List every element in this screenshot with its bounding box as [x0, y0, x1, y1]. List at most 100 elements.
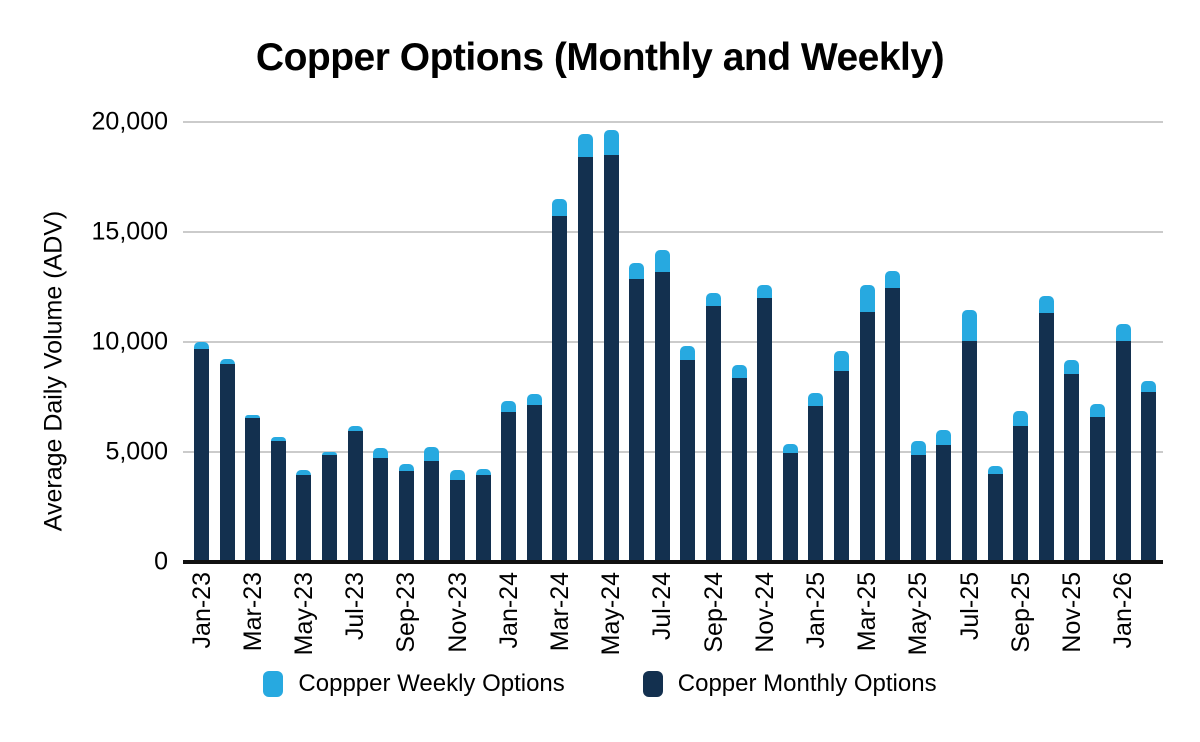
legend: Coppper Weekly Options Copper Monthly Op…	[0, 670, 1200, 698]
monthly-segment	[885, 288, 901, 562]
monthly-segment	[603, 155, 619, 562]
monthly-segment	[347, 431, 363, 562]
x-tick-label: Mar-25	[853, 572, 882, 652]
monthly-segment	[322, 455, 337, 562]
weekly-segment	[885, 270, 901, 289]
bar-Aug-24	[680, 346, 696, 562]
monthly-segment	[219, 364, 235, 562]
x-tick-label: Sep-24	[699, 572, 728, 653]
weekly-segment	[1090, 403, 1105, 417]
x-axis-line	[183, 560, 1163, 564]
weekly-segment	[424, 446, 440, 461]
y-tick-label: 5,000	[105, 437, 168, 466]
bar-Jan-26	[1115, 324, 1131, 562]
monthly-segment	[859, 312, 875, 562]
monthly-segment	[936, 445, 952, 562]
weekly-segment	[757, 284, 773, 298]
y-tick-label: 10,000	[91, 327, 168, 356]
weekly-segment	[706, 292, 721, 306]
bar-Sep-23	[398, 464, 414, 562]
bar-May-25	[910, 441, 926, 562]
bar-Dec-24	[782, 444, 798, 562]
bar-Mar-25	[859, 284, 875, 562]
gridline-15000	[183, 231, 1163, 233]
bar-Nov-25	[1064, 359, 1080, 562]
weekly-segment	[296, 469, 312, 476]
monthly-segment	[296, 475, 312, 562]
bar-Nov-24	[757, 284, 773, 562]
weekly-segment	[322, 452, 337, 456]
monthly-swatch	[642, 671, 663, 697]
y-tick-label: 0	[154, 547, 168, 576]
bar-Jun-23	[322, 452, 337, 562]
monthly-segment	[1141, 391, 1157, 562]
weekly-segment	[1013, 411, 1029, 426]
x-tick-label: Jan-23	[187, 572, 216, 649]
chart-title: Copper Options (Monthly and Weekly)	[255, 36, 945, 79]
bar-Aug-23	[373, 447, 389, 562]
bar-Feb-26	[1141, 380, 1157, 562]
x-tick-label: Jan-25	[801, 572, 830, 649]
x-tick-label: May-25	[904, 572, 933, 656]
x-tick-label: Nov-25	[1057, 572, 1086, 653]
monthly-segment	[578, 157, 593, 562]
bar-Mar-23	[245, 414, 261, 562]
x-tick-label: Mar-24	[545, 572, 574, 652]
weekly-segment	[1038, 295, 1054, 314]
weekly-segment	[834, 350, 849, 371]
weekly-segment	[654, 249, 670, 272]
weekly-segment	[526, 393, 542, 405]
monthly-segment	[629, 279, 645, 562]
gridline-5000	[183, 451, 1163, 453]
bar-Jul-24	[654, 249, 670, 562]
legend-label-monthly: Copper Monthly Options	[677, 670, 937, 697]
weekly-segment	[1064, 359, 1080, 374]
weekly-swatch	[263, 671, 284, 697]
plot-area	[183, 121, 1163, 562]
bar-Nov-23	[450, 469, 465, 562]
bar-Mar-24	[552, 199, 568, 562]
x-tick-label: Jul-24	[648, 572, 677, 641]
bar-Jan-24	[501, 401, 517, 562]
weekly-segment	[1115, 324, 1131, 341]
weekly-segment	[603, 129, 619, 155]
x-tick-label: May-24	[597, 572, 626, 656]
bar-Apr-23	[270, 436, 286, 562]
monthly-segment	[987, 474, 1003, 562]
monthly-segment	[654, 271, 670, 562]
bar-Feb-23	[219, 358, 235, 562]
weekly-segment	[450, 469, 465, 480]
monthly-segment	[552, 215, 568, 562]
gridline-20000	[183, 121, 1163, 123]
monthly-segment	[680, 359, 696, 562]
weekly-segment	[782, 444, 798, 454]
monthly-segment	[1013, 425, 1029, 562]
weekly-segment	[629, 262, 645, 280]
monthly-segment	[270, 441, 286, 562]
x-tick-label: Sep-23	[392, 572, 421, 653]
y-tick-label: 15,000	[91, 217, 168, 246]
monthly-segment	[398, 470, 414, 562]
x-tick-label: Jul-23	[341, 572, 370, 641]
bar-May-24	[603, 129, 619, 562]
gridline-10000	[183, 341, 1163, 343]
monthly-segment	[424, 460, 440, 562]
legend-label-weekly: Coppper Weekly Options	[298, 670, 565, 697]
monthly-segment	[782, 453, 798, 562]
bar-Jul-23	[347, 425, 363, 562]
monthly-segment	[808, 405, 824, 562]
monthly-segment	[194, 348, 209, 562]
monthly-segment	[1115, 340, 1131, 562]
weekly-segment	[1141, 380, 1157, 392]
monthly-segment	[910, 455, 926, 562]
bar-Jun-24	[629, 262, 645, 562]
bar-Dec-23	[475, 468, 491, 562]
legend-item-monthly: Copper Monthly Options	[642, 670, 937, 698]
monthly-segment	[526, 404, 542, 562]
bar-Jan-25	[808, 392, 824, 562]
weekly-segment	[501, 401, 517, 413]
bar-Apr-24	[578, 134, 593, 562]
monthly-segment	[731, 378, 747, 562]
monthly-segment	[834, 370, 849, 562]
weekly-segment	[962, 310, 977, 341]
